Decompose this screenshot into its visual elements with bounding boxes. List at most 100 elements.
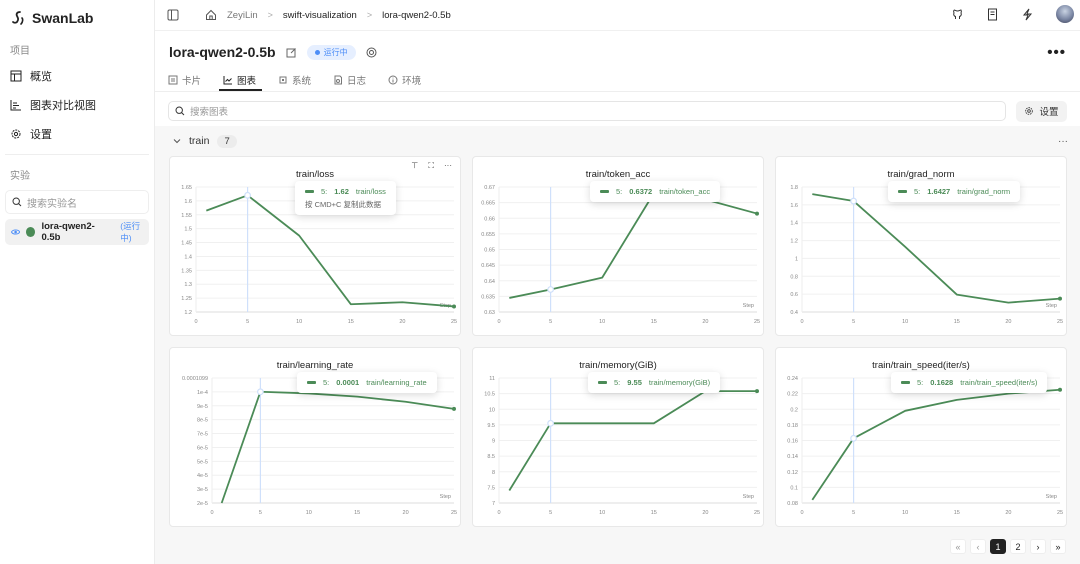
chart-card[interactable]: 7 7.5 8 8.5 9 9.5 10 10.5 11 0 5 10 15 20 25 Step train/…	[472, 347, 764, 527]
svg-text:10.5: 10.5	[484, 392, 495, 398]
main-area: ZeyiLin > swift-visualization > lora-qwe…	[155, 0, 1080, 564]
group-more-button[interactable]: ···	[1058, 136, 1068, 147]
tab-cards[interactable]: 卡片	[168, 68, 211, 91]
chart-card[interactable]: 2e-5 3e-5 4e-5 5e-5 6e-5 7e-5 8e-5 9e-5 1e-4 0.00…	[169, 347, 461, 527]
tab-system[interactable]: 系统	[278, 68, 321, 91]
topbar: ZeyiLin > swift-visualization > lora-qwe…	[155, 0, 1080, 31]
svg-text:25: 25	[754, 510, 760, 516]
line-chart[interactable]: 0.4 0.6 0.8 1 1.2 1.4 1.6 1.8 0 5 10 15 20 25 Step	[776, 157, 1068, 337]
sidebar-item-overview[interactable]: 概览	[0, 61, 154, 90]
svg-text:1.6: 1.6	[790, 203, 798, 209]
svg-text:0: 0	[800, 510, 803, 516]
svg-text:1e-4: 1e-4	[197, 390, 208, 396]
svg-text:0.14: 0.14	[787, 454, 798, 460]
chart-search-placeholder: 搜索图表	[190, 107, 229, 118]
svg-text:5: 5	[852, 319, 855, 325]
home-icon[interactable]	[205, 9, 217, 21]
sidebar-item-chart-compare[interactable]: 图表对比视图	[0, 90, 154, 119]
tab-label: 日志	[347, 75, 367, 87]
line-chart[interactable]: 7 7.5 8 8.5 9 9.5 10 10.5 11 0 5 10 15 20 25 Step	[473, 348, 765, 528]
svg-text:0.0001099: 0.0001099	[182, 376, 208, 382]
breadcrumb-user[interactable]: ZeyiLin	[227, 9, 258, 21]
tab-charts[interactable]: 图表	[219, 68, 266, 91]
next-page-button[interactable]: ›	[1030, 539, 1046, 554]
tooltip-series-name: train/loss	[355, 187, 386, 196]
chart-card[interactable]: 0.08 0.1 0.12 0.14 0.16 0.18 0.2 0.22 0.24 0 5 10 15…	[775, 347, 1067, 527]
svg-text:6e-5: 6e-5	[197, 445, 208, 451]
svg-text:Step: Step	[1046, 494, 1057, 500]
tooltip-step: 5:	[614, 378, 621, 387]
svg-text:Step: Step	[743, 303, 754, 309]
stop-icon[interactable]	[366, 47, 377, 58]
page-1-button[interactable]: 1	[990, 539, 1006, 554]
brand[interactable]: SwanLab	[0, 0, 154, 36]
svg-text:7e-5: 7e-5	[197, 432, 208, 438]
chart-card[interactable]: 0.4 0.6 0.8 1 1.2 1.4 1.6 1.8 0 5 10 15 20 25 Step trai…	[775, 156, 1067, 336]
svg-text:15: 15	[348, 319, 354, 325]
settings-button[interactable]: 设置	[1016, 100, 1067, 122]
svg-text:15: 15	[651, 510, 657, 516]
svg-text:10: 10	[902, 319, 908, 325]
svg-text:Step: Step	[743, 494, 754, 500]
svg-text:1.4: 1.4	[790, 221, 798, 227]
svg-text:0.24: 0.24	[787, 376, 798, 382]
sidebar-item-label: 概览	[30, 70, 52, 83]
first-page-button[interactable]: «	[950, 539, 966, 554]
tooltip-series-name: train/memory(GiB)	[648, 378, 711, 387]
chart-toolbar: 搜索图表 设置	[155, 96, 1080, 126]
github-icon[interactable]	[951, 8, 964, 21]
page-2-button[interactable]: 2	[1010, 539, 1026, 554]
card-icon	[168, 75, 178, 84]
series-swatch	[898, 190, 907, 193]
breadcrumb-experiment[interactable]: lora-qwen2-0.5b	[382, 9, 451, 21]
svg-text:8e-5: 8e-5	[197, 418, 208, 424]
experiment-item[interactable]: lora-qwen2-0.5b (运行中)	[5, 219, 149, 245]
last-page-button[interactable]: »	[1050, 539, 1066, 554]
experiment-color-dot[interactable]	[26, 227, 36, 237]
prev-page-button[interactable]: ‹	[970, 539, 986, 554]
more-icon[interactable]: ···	[444, 161, 452, 170]
fullscreen-icon[interactable]: ⛶	[428, 161, 434, 170]
sidebar-toggle-icon[interactable]	[167, 9, 179, 21]
svg-text:25: 25	[1057, 319, 1063, 325]
chart-search-input[interactable]: 搜索图表	[168, 101, 1006, 121]
cpu-icon	[279, 76, 287, 83]
experiment-search-input[interactable]: 搜索实验名	[5, 190, 149, 214]
svg-text:11: 11	[489, 376, 495, 382]
tooltip-step: 5:	[616, 187, 623, 196]
tab-environment[interactable]: 环境	[388, 68, 431, 91]
chart-title: train/learning_rate	[276, 360, 354, 371]
svg-text:9: 9	[492, 439, 495, 445]
svg-text:0: 0	[497, 319, 500, 325]
svg-text:5e-5: 5e-5	[197, 459, 208, 465]
chart-card[interactable]: 0.63 0.635 0.64 0.645 0.65 0.655 0.66 0.665 0.67…	[472, 156, 764, 336]
group-name: train	[189, 135, 210, 147]
tooltip-copy-hint: 按 CMD+C 复制此数据	[305, 200, 382, 209]
sidebar-item-settings[interactable]: 设置	[0, 119, 154, 148]
svg-text:1.45: 1.45	[181, 241, 192, 247]
eye-icon[interactable]	[11, 228, 21, 236]
svg-text:0: 0	[210, 510, 213, 516]
chevron-down-icon[interactable]	[173, 138, 181, 144]
gear-icon	[11, 129, 21, 138]
tooltip-series-name: train/train_speed(iter/s)	[960, 378, 1038, 387]
avatar[interactable]	[1056, 5, 1074, 23]
tooltip-series-name: train/token_acc	[659, 187, 711, 196]
svg-text:25: 25	[451, 510, 457, 516]
tooltip-step: 5:	[914, 187, 921, 196]
line-chart[interactable]: 0.08 0.1 0.12 0.14 0.16 0.18 0.2 0.22 0.24 0 5 10 15…	[776, 348, 1068, 528]
edit-icon[interactable]	[286, 47, 297, 58]
chart-card[interactable]: 1.2 1.25 1.3 1.35 1.4 1.45 1.5 1.55 1.6 1.65 0 5 10 1…	[169, 156, 461, 336]
pin-icon[interactable]: ⊤	[411, 161, 419, 170]
more-options-button[interactable]: •••	[1047, 44, 1066, 61]
group-header[interactable]: train 7	[155, 126, 1080, 156]
line-chart-icon	[223, 75, 233, 84]
tooltip-step: 5:	[323, 378, 330, 387]
sidebar: SwanLab 项目 概览 图表对比视图 设置 实验 搜索实验名 lora-qw…	[0, 0, 155, 564]
tab-logs[interactable]: 日志	[333, 68, 376, 91]
lightning-icon[interactable]	[1021, 8, 1034, 21]
settings-label: 设置	[1039, 107, 1059, 118]
experiment-name: lora-qwen2-0.5b	[41, 221, 95, 243]
breadcrumb-project[interactable]: swift-visualization	[282, 9, 357, 21]
docs-icon[interactable]	[986, 8, 999, 21]
